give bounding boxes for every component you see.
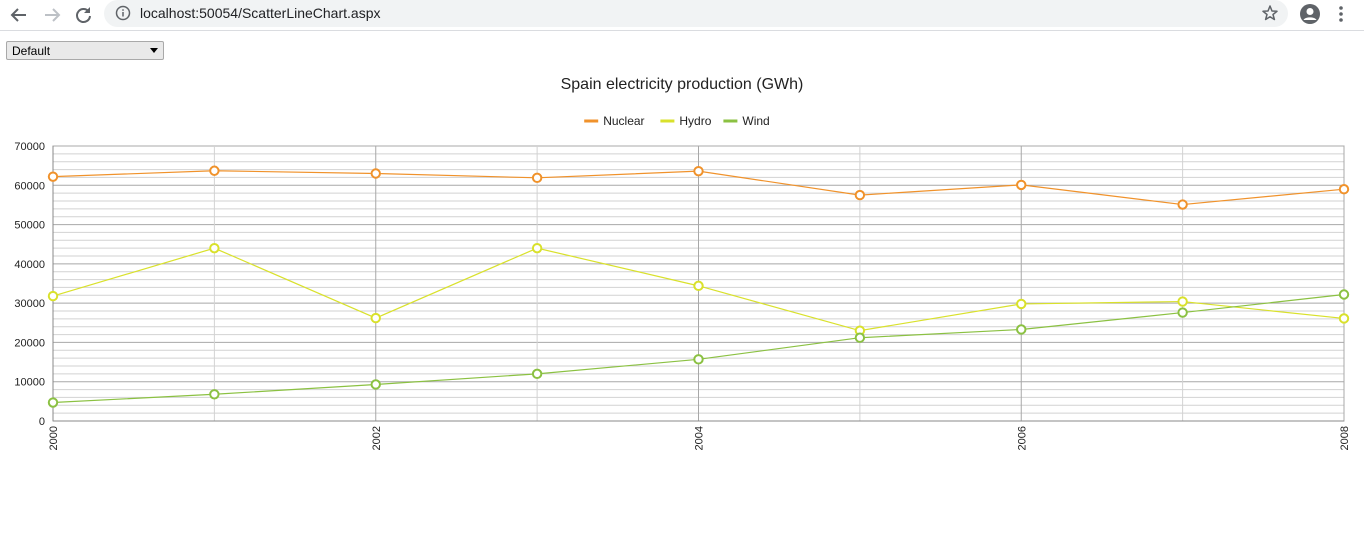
kebab-menu-icon[interactable] [1334, 4, 1348, 29]
data-point-hydro [209, 242, 220, 254]
y-tick-label: 10000 [14, 377, 45, 389]
address-bar[interactable]: localhost:50054/ScatterLineChart.aspx [104, 0, 1288, 27]
x-tick-label: 2002 [371, 426, 383, 450]
data-point-wind [47, 397, 59, 408]
data-point-hydro [1016, 298, 1027, 310]
chart-title: Spain electricity production (GWh) [560, 76, 804, 93]
y-tick-label: 60000 [14, 180, 45, 192]
data-point-nuclear [1177, 199, 1188, 210]
x-tick-label: 2006 [1016, 426, 1028, 450]
data-point-wind [1338, 289, 1350, 300]
bookmark-star-icon[interactable] [1261, 4, 1279, 27]
data-point-nuclear [693, 165, 704, 177]
data-point-nuclear [1016, 179, 1027, 191]
url-text[interactable]: localhost:50054/ScatterLineChart.aspx [140, 5, 381, 21]
data-point-nuclear [1338, 184, 1350, 195]
info-icon[interactable] [115, 5, 131, 26]
legend-label-nuclear: Nuclear [603, 114, 644, 128]
data-point-wind [370, 379, 381, 390]
data-point-wind [209, 389, 220, 400]
data-point-nuclear [854, 189, 866, 201]
y-tick-label: 40000 [14, 259, 45, 271]
theme-select-value: Default [12, 44, 51, 58]
data-point-wind [1177, 307, 1188, 318]
data-point-nuclear [370, 168, 381, 179]
browser-toolbar: localhost:50054/ScatterLineChart.aspx [0, 0, 1364, 31]
legend-label-hydro: Hydro [679, 114, 711, 128]
data-point-wind [1016, 324, 1027, 335]
x-tick-label: 2004 [694, 426, 706, 450]
data-point-hydro [1177, 296, 1188, 307]
data-point-hydro [1338, 313, 1350, 324]
y-tick-label: 0 [39, 416, 45, 428]
theme-select[interactable]: Default [6, 41, 164, 60]
x-tick-label: 2000 [48, 426, 60, 450]
chevron-down-icon [150, 48, 158, 53]
y-tick-label: 50000 [14, 220, 45, 232]
x-tick-label: 2008 [1339, 426, 1351, 450]
data-point-wind [854, 332, 866, 343]
data-point-hydro [693, 280, 704, 292]
data-point-hydro [370, 312, 381, 324]
back-arrow-icon[interactable] [6, 3, 32, 27]
data-point-nuclear [47, 171, 59, 182]
data-point-hydro [47, 290, 59, 302]
legend-label-wind: Wind [742, 114, 769, 128]
data-point-wind [693, 354, 704, 365]
y-tick-label: 20000 [14, 337, 45, 349]
data-point-nuclear [531, 172, 543, 184]
data-point-wind [531, 368, 543, 380]
profile-avatar-icon[interactable] [1299, 3, 1321, 30]
data-point-nuclear [209, 165, 220, 176]
reload-icon[interactable] [71, 3, 97, 27]
y-tick-label: 30000 [14, 298, 45, 310]
y-tick-label: 70000 [14, 141, 45, 153]
data-point-hydro [531, 242, 543, 254]
forward-arrow-icon[interactable] [39, 3, 65, 27]
